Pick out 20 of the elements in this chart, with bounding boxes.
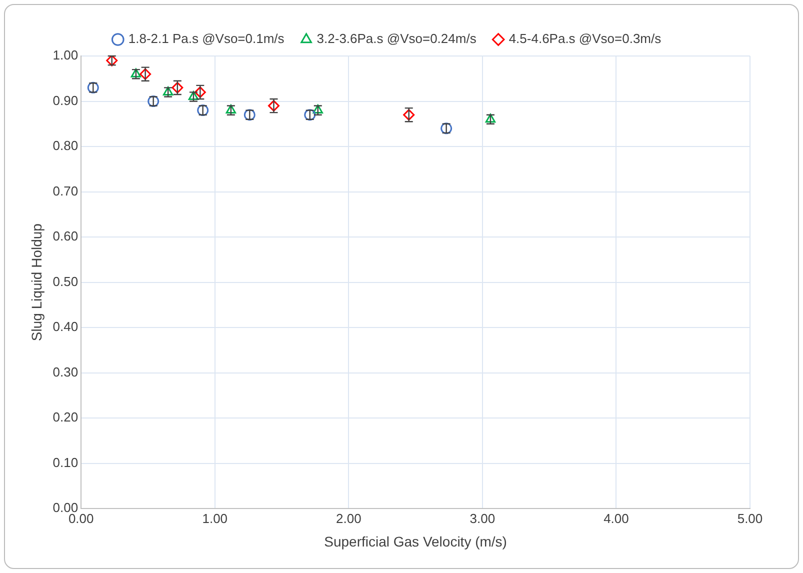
y-tick-label: 0.40 [52,319,78,334]
y-tick-label: 0.90 [52,92,78,108]
x-tick-label: 5.00 [737,510,763,526]
legend-label: 3.2-3.6Pa.s @Vso=0.24m/s [316,31,477,46]
y-axis-title: Slug Liquid Holdup [28,223,44,342]
y-tick-label: 0.70 [52,183,78,198]
y-tick-label: 0.20 [52,410,78,425]
y-tick-label: 0.50 [52,274,78,289]
y-tick-label: 0.60 [52,228,78,244]
y-tick-label: 0.80 [52,138,78,154]
x-tick-label: 3.00 [470,510,496,526]
y-tick-label: 0.10 [52,454,78,470]
y-tick-label: 1.00 [52,48,78,63]
x-tick-label: 2.00 [336,510,362,526]
legend-label: 4.5-4.6Pa.s @Vso=0.3m/s [508,31,662,46]
legend-label: 1.8-2.1 Pa.s @Vso=0.1m/s [128,31,285,46]
x-tick-label: 1.00 [202,510,228,526]
x-tick-label: 4.00 [604,510,629,526]
y-tick-label: 0.30 [52,364,78,380]
x-axis-title: Superficial Gas Velocity (m/s) [324,533,507,550]
